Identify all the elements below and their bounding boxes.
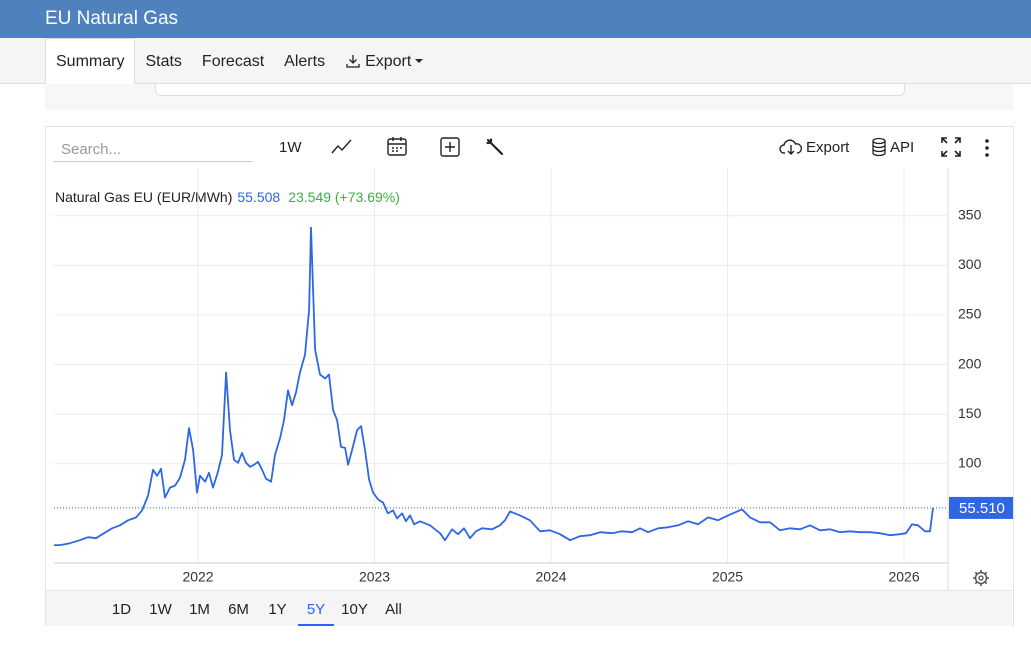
add-indicator-icon[interactable] (439, 136, 461, 158)
tab[interactable]: Forecast (201, 52, 265, 70)
price-tag (949, 496, 1013, 519)
x-tick-label: 2024 (535, 569, 566, 585)
panel-strip (45, 84, 1013, 110)
search-box[interactable]: Search... (53, 138, 252, 162)
range-button[interactable]: 6M (228, 601, 249, 618)
calendar-icon[interactable] (386, 135, 408, 157)
tab[interactable]: Summary (45, 38, 136, 84)
download-icon (346, 55, 360, 68)
export-button[interactable]: Export (806, 139, 850, 156)
tab[interactable]: Stats (145, 52, 182, 70)
y-tick-label: 150 (958, 405, 982, 421)
api-button[interactable]: API (890, 139, 915, 156)
tab-label: Export (365, 52, 412, 70)
gear-icon[interactable] (973, 570, 989, 586)
plot-area: 2022 2023 2024 2025 2026 100 150 200 250 300 350 55… (54, 168, 1013, 590)
tab[interactable]: Alerts (284, 52, 326, 70)
legend-name: Natural Gas EU (EUR/MWh) (55, 189, 233, 205)
page-title: EU Natural Gas (45, 8, 179, 29)
header: EU Natural Gas (0, 0, 1031, 38)
price-tag-label: 55.510 (959, 500, 1005, 517)
chart-type-icon[interactable] (330, 136, 354, 158)
database-icon[interactable] (871, 137, 887, 157)
more-menu-icon[interactable] (983, 138, 991, 158)
fullscreen-icon[interactable] (941, 137, 961, 157)
range-button[interactable]: 5Y (298, 591, 334, 626)
x-tick-label: 2025 (712, 569, 743, 585)
x-tick-label: 2023 (359, 569, 390, 585)
tab-bar: Summary Stats Forecast Alerts Export (0, 38, 1031, 84)
y-tick-label: 250 (958, 306, 982, 322)
range-button[interactable]: 1D (111, 601, 132, 618)
settings-wrench-icon[interactable] (485, 137, 505, 157)
legend: Natural Gas EU (EUR/MWh) 55.508 23.549 (… (55, 189, 400, 205)
legend-price: 55.508 (237, 189, 281, 205)
y-tick-label: 200 (958, 355, 982, 371)
range-button[interactable]: 1W (149, 601, 172, 618)
y-tick-label: 100 (958, 455, 982, 471)
range-button[interactable]: 10Y (341, 601, 368, 618)
range-button[interactable]: 1Y (268, 601, 287, 618)
interval-button[interactable]: 1W (279, 139, 302, 156)
legend-change: 23.549 (+73.69%) (288, 189, 400, 205)
y-tick-label: 350 (958, 207, 982, 223)
range-button[interactable]: All (385, 601, 402, 618)
range-button[interactable]: 1M (189, 601, 210, 618)
x-tick-label: 2026 (888, 569, 919, 585)
y-tick-label: 300 (958, 256, 982, 272)
x-tick-label: 2022 (182, 569, 213, 585)
cloud-download-icon[interactable] (779, 137, 803, 157)
price-line (54, 226, 934, 546)
range-buttons: 1D 1W 1M 6M 1Y 5Y 10Y All (102, 591, 413, 626)
tabs: Summary Stats Forecast Alerts Export (45, 38, 433, 84)
export-menu[interactable]: Export (335, 38, 433, 84)
caret (415, 59, 424, 63)
range-bar: 1D 1W 1M 6M 1Y 5Y 10Y All (46, 590, 1012, 626)
panel-box (155, 84, 905, 96)
